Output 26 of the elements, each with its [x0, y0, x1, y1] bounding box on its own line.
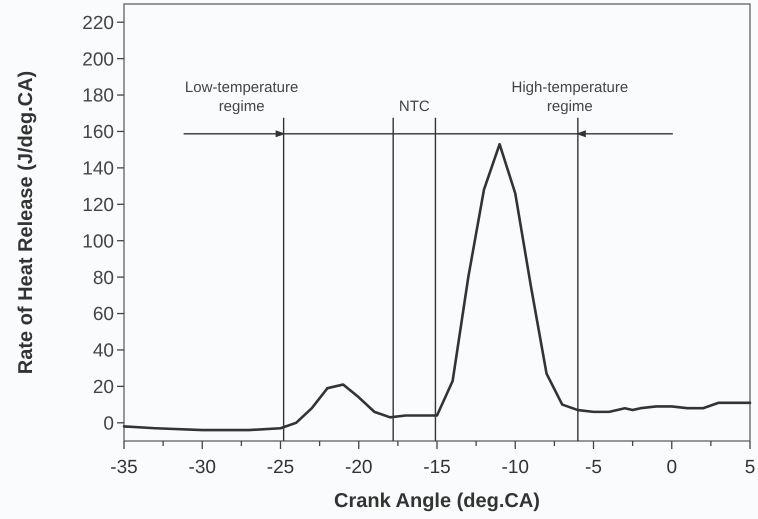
y-tick-label: 80	[92, 268, 114, 289]
annotation: Low-temperature regime	[184, 78, 298, 115]
x-tick-label: -25	[266, 457, 294, 478]
x-tick-label: 5	[744, 457, 756, 478]
y-tick-label: 220	[82, 12, 114, 34]
y-tick-label: 160	[82, 122, 114, 144]
y-tick-label: 140	[82, 158, 114, 180]
y-tick-label: 0	[103, 413, 114, 434]
y-tick-label: 40	[92, 340, 114, 362]
x-tick-label: -5	[585, 457, 602, 478]
y-tick-label: 200	[82, 49, 114, 70]
x-tick-label: -15	[423, 457, 451, 478]
x-tick-label: -30	[188, 457, 216, 478]
y-tick-label: 180	[82, 86, 114, 107]
x-axis-title: Crank Angle (deg.CA)	[334, 490, 540, 512]
annotation: NTC	[398, 98, 430, 115]
y-tick-label: 60	[92, 304, 114, 326]
x-tick-label: -20	[345, 457, 372, 478]
y-tick-label: 120	[82, 194, 114, 216]
x-tick-label: -35	[110, 457, 138, 478]
x-tick-label: 0	[666, 457, 678, 478]
y-axis-title: Rate of Heat Release (J/deg.CA)	[15, 70, 37, 374]
y-tick-label: 100	[82, 231, 114, 252]
annotation: High-temperature regime	[511, 78, 628, 115]
x-tick-label: -10	[502, 457, 529, 478]
y-tick-label: 20	[92, 377, 114, 398]
